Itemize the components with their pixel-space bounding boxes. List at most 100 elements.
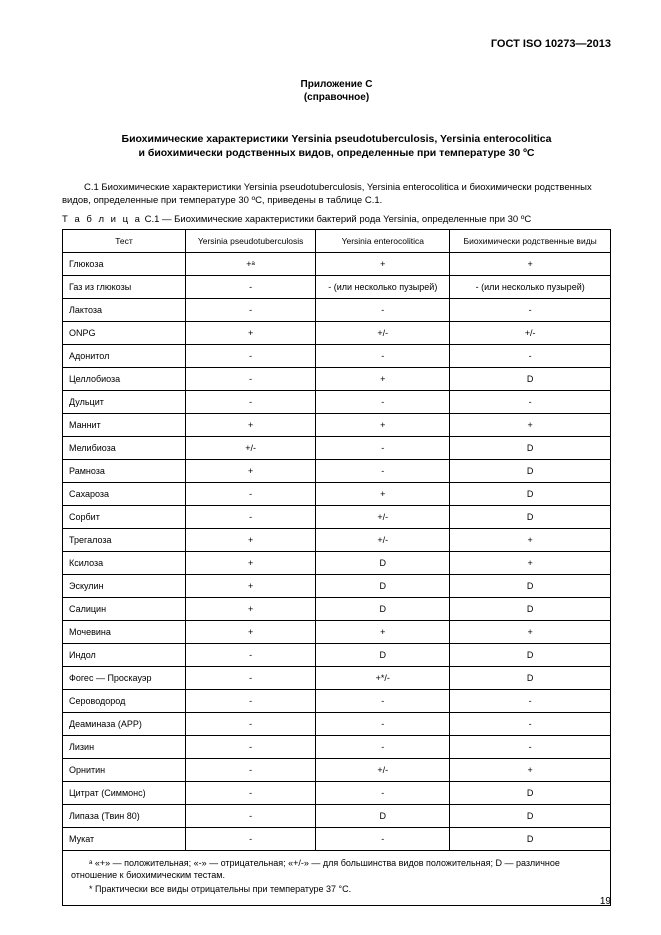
table-row: Индол-DD — [63, 643, 611, 666]
cell-enterocolitica: - — [316, 781, 450, 804]
main-title-line2: и биохимически родственных видов, опреде… — [138, 147, 534, 159]
cell-enterocolitica: - (или несколько пузырей) — [316, 275, 450, 298]
cell-pseudotuberculosis: - — [186, 643, 316, 666]
table-caption: Т а б л и ц а С.1 — Биохимические характ… — [62, 214, 611, 225]
cell-test: Эскулин — [63, 574, 186, 597]
cell-related: + — [450, 413, 611, 436]
cell-related: - (или несколько пузырей) — [450, 275, 611, 298]
cell-enterocolitica: + — [316, 367, 450, 390]
annex-heading: Приложение С (справочное) — [62, 78, 611, 104]
annex-label: Приложение С — [301, 79, 373, 90]
cell-test: Сероводород — [63, 689, 186, 712]
cell-enterocolitica: - — [316, 298, 450, 321]
cell-related: +/- — [450, 321, 611, 344]
cell-enterocolitica: - — [316, 459, 450, 482]
table-row: Липаза (Твин 80)-DD — [63, 804, 611, 827]
cell-enterocolitica: +*/- — [316, 666, 450, 689]
cell-enterocolitica: - — [316, 436, 450, 459]
cell-test: Ксилоза — [63, 551, 186, 574]
cell-related: D — [450, 367, 611, 390]
cell-pseudotuberculosis: + — [186, 413, 316, 436]
cell-pseudotuberculosis: +ᵃ — [186, 252, 316, 275]
col-pseudotuberculosis: Yersinia pseudotuberculosis — [186, 229, 316, 252]
cell-related: D — [450, 505, 611, 528]
cell-related: D — [450, 804, 611, 827]
cell-enterocolitica: +/- — [316, 758, 450, 781]
col-enterocolitica: Yersinia enterocolitica — [316, 229, 450, 252]
cell-test: Деаминаза (АРР) — [63, 712, 186, 735]
table-row: Мочевина+++ — [63, 620, 611, 643]
cell-enterocolitica: - — [316, 689, 450, 712]
intro-paragraph: С.1 Биохимические характеристики Yersini… — [62, 182, 611, 208]
cell-related: - — [450, 298, 611, 321]
cell-pseudotuberculosis: + — [186, 620, 316, 643]
cell-related: - — [450, 689, 611, 712]
cell-related: - — [450, 735, 611, 758]
cell-test: Мелибиоза — [63, 436, 186, 459]
cell-related: D — [450, 597, 611, 620]
cell-pseudotuberculosis: + — [186, 321, 316, 344]
cell-test: Мочевина — [63, 620, 186, 643]
cell-test: Лактоза — [63, 298, 186, 321]
table-row: Целлобиоза-+D — [63, 367, 611, 390]
cell-test: ONPG — [63, 321, 186, 344]
cell-pseudotuberculosis: - — [186, 712, 316, 735]
cell-test: Индол — [63, 643, 186, 666]
col-related: Биохимически родственные виды — [450, 229, 611, 252]
cell-pseudotuberculosis: - — [186, 689, 316, 712]
cell-enterocolitica: D — [316, 551, 450, 574]
cell-related: + — [450, 551, 611, 574]
cell-enterocolitica: D — [316, 804, 450, 827]
cell-related: D — [450, 781, 611, 804]
table-row: Эскулин+DD — [63, 574, 611, 597]
table-row: Адонитол--- — [63, 344, 611, 367]
cell-pseudotuberculosis: - — [186, 275, 316, 298]
table-row: ONPG++/-+/- — [63, 321, 611, 344]
cell-pseudotuberculosis: - — [186, 781, 316, 804]
table-row: Рамноза+-D — [63, 459, 611, 482]
cell-related: - — [450, 344, 611, 367]
cell-related: + — [450, 758, 611, 781]
biochem-table: Тест Yersinia pseudotuberculosis Yersini… — [62, 229, 611, 851]
cell-test: Газ из глюкозы — [63, 275, 186, 298]
cell-pseudotuberculosis: - — [186, 367, 316, 390]
table-row: Сорбит-+/-D — [63, 505, 611, 528]
cell-test: Мукат — [63, 827, 186, 850]
table-row: Трегалоза++/-+ — [63, 528, 611, 551]
footnote-a: ᵃ «+» — положительная; «-» — отрицательн… — [71, 857, 602, 881]
table-row: Маннит+++ — [63, 413, 611, 436]
table-row: Фогес — Проскауэр-+*/-D — [63, 666, 611, 689]
cell-enterocolitica: - — [316, 344, 450, 367]
cell-enterocolitica: D — [316, 574, 450, 597]
table-row: Мукат--D — [63, 827, 611, 850]
main-title: Биохимические характеристики Yersinia ps… — [62, 132, 611, 160]
table-caption-prefix: Т а б л и ц а — [62, 214, 142, 225]
cell-enterocolitica: +/- — [316, 528, 450, 551]
table-caption-rest: С.1 — Биохимические характеристики бакте… — [142, 214, 531, 225]
cell-related: D — [450, 482, 611, 505]
cell-enterocolitica: +/- — [316, 505, 450, 528]
cell-test: Сорбит — [63, 505, 186, 528]
cell-related: D — [450, 643, 611, 666]
table-row: Лактоза--- — [63, 298, 611, 321]
table-row: Сахароза-+D — [63, 482, 611, 505]
cell-test: Адонитол — [63, 344, 186, 367]
cell-pseudotuberculosis: - — [186, 804, 316, 827]
table-header-row: Тест Yersinia pseudotuberculosis Yersini… — [63, 229, 611, 252]
table-row: Цитрат (Симмонс)--D — [63, 781, 611, 804]
cell-test: Целлобиоза — [63, 367, 186, 390]
cell-enterocolitica: +/- — [316, 321, 450, 344]
table-row: Салицин+DD — [63, 597, 611, 620]
cell-pseudotuberculosis: - — [186, 827, 316, 850]
cell-pseudotuberculosis: - — [186, 482, 316, 505]
cell-related: - — [450, 712, 611, 735]
cell-pseudotuberculosis: + — [186, 459, 316, 482]
table-row: Мелибиоза+/--D — [63, 436, 611, 459]
cell-test: Трегалоза — [63, 528, 186, 551]
table-row: Глюкоза+ᵃ++ — [63, 252, 611, 275]
table-body: Глюкоза+ᵃ++Газ из глюкозы-- (или несколь… — [63, 252, 611, 850]
cell-pseudotuberculosis: - — [186, 735, 316, 758]
table-row: Дульцит--- — [63, 390, 611, 413]
document-id: ГОСТ ISO 10273—2013 — [62, 38, 611, 50]
cell-related: D — [450, 827, 611, 850]
